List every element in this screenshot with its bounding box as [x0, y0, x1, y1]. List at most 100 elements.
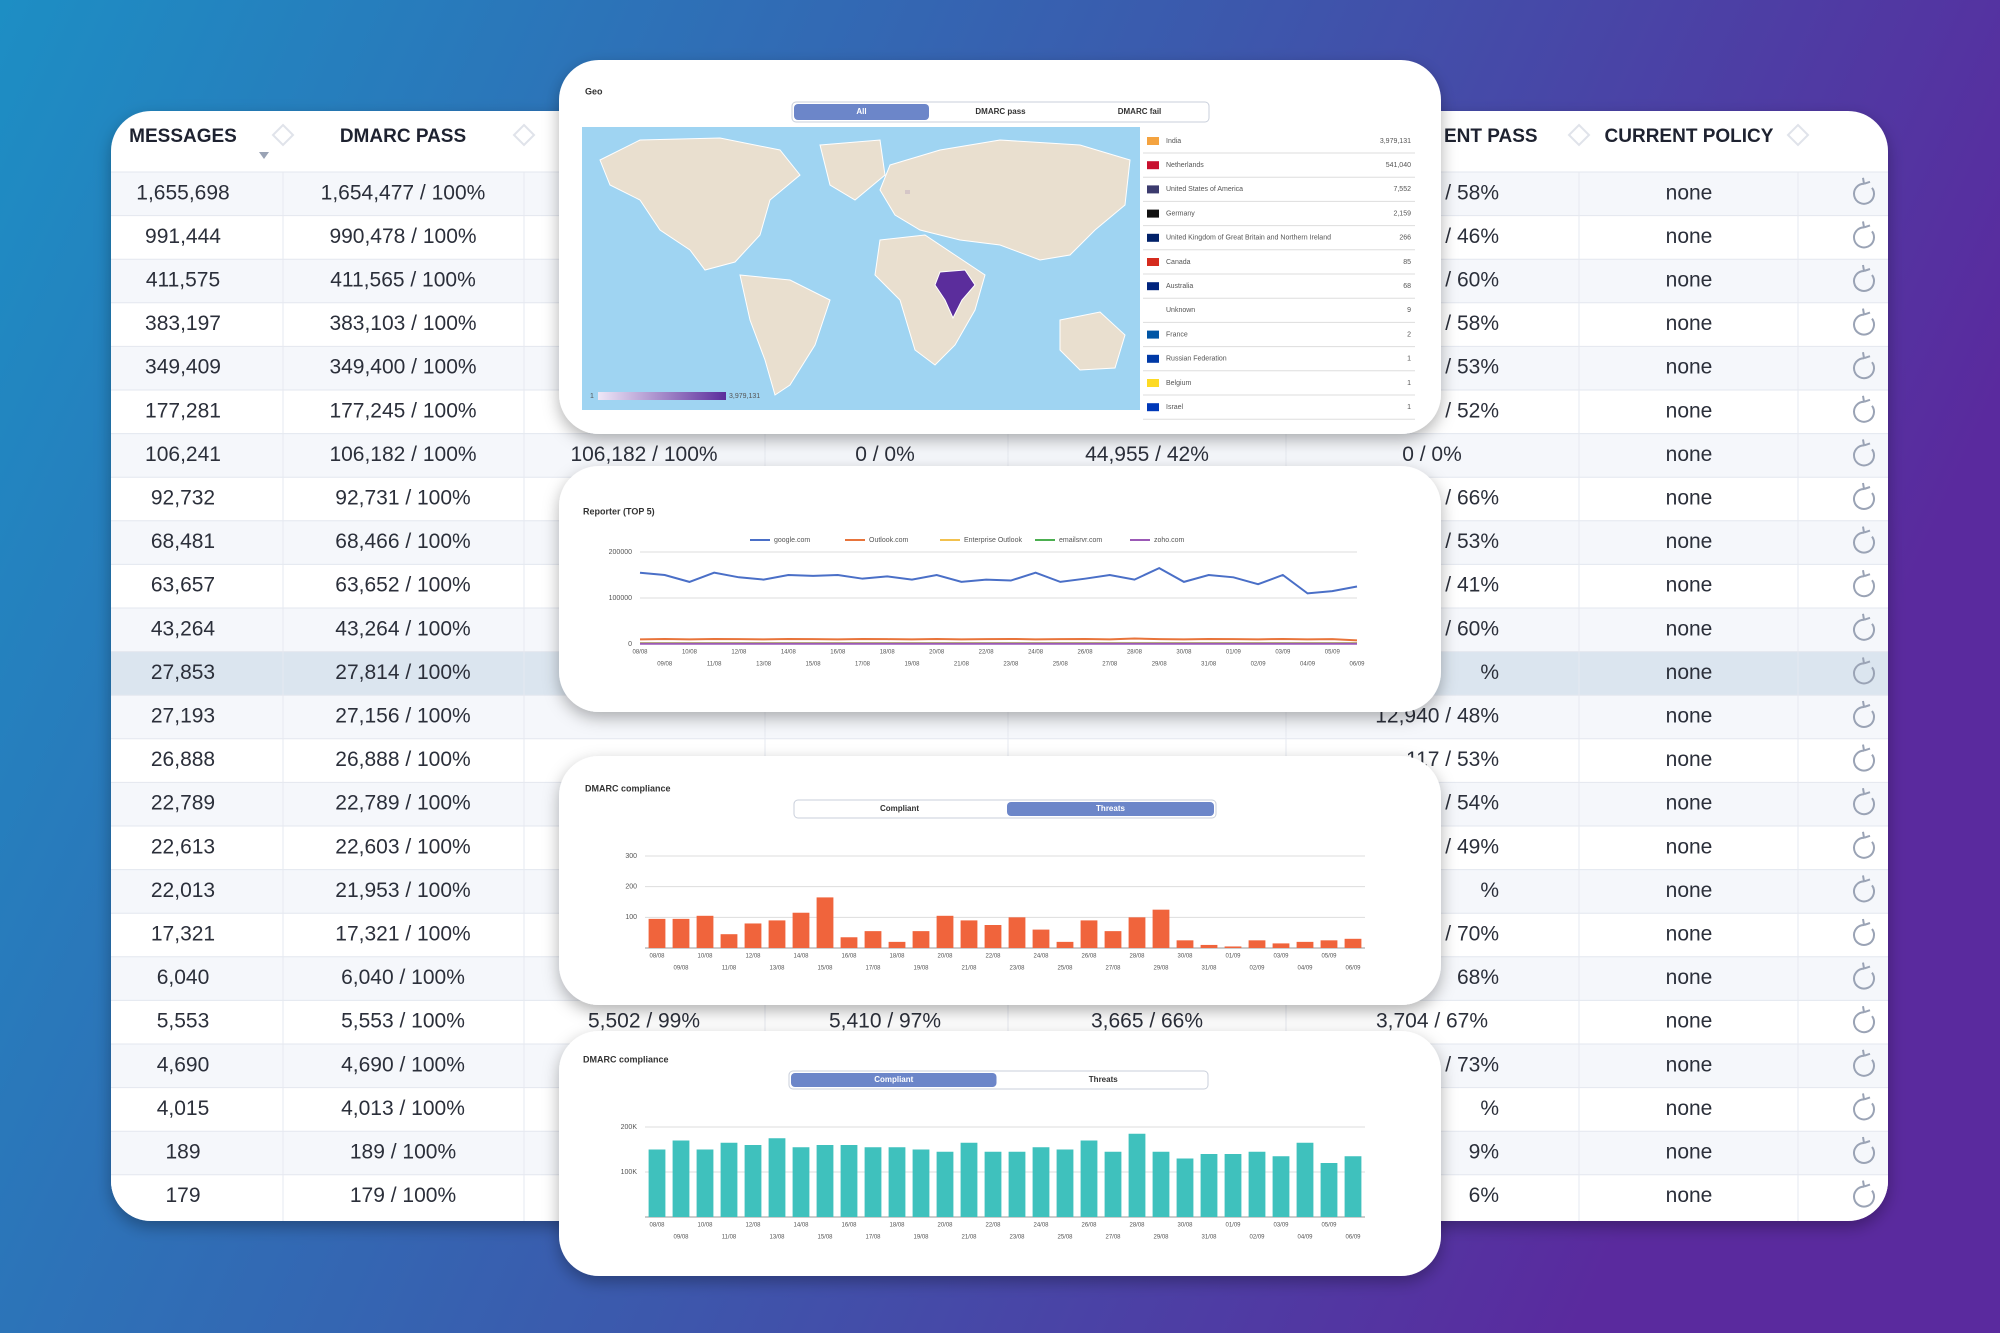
- country-value: 2: [1407, 331, 1411, 338]
- result-cell: 5,502 / 99%: [588, 1010, 700, 1033]
- refresh-button[interactable]: [1853, 875, 1875, 903]
- bar: [1128, 1133, 1146, 1217]
- refresh-button[interactable]: [1853, 613, 1875, 641]
- refresh-button[interactable]: [1853, 831, 1875, 859]
- bar: [1224, 946, 1242, 948]
- refresh-button[interactable]: [1853, 962, 1875, 990]
- messages-cell: 26,888: [151, 748, 215, 771]
- bar: [672, 918, 690, 948]
- country-value: 1: [1407, 356, 1411, 363]
- alignment-cell: / 60%: [1445, 617, 1499, 640]
- refresh-button[interactable]: [1853, 1049, 1875, 1077]
- refresh-button[interactable]: [1853, 308, 1875, 336]
- refresh-button[interactable]: [1853, 570, 1875, 598]
- x-tick-label: 16/08: [841, 1223, 857, 1229]
- x-tick-label: 26/08: [1078, 650, 1094, 656]
- toggle-option[interactable]: Compliant: [880, 804, 919, 813]
- x-tick-label: 06/09: [1349, 662, 1365, 668]
- refresh-button[interactable]: [1853, 177, 1875, 205]
- toggle-option[interactable]: Compliant: [874, 1075, 913, 1084]
- x-tick-label: 16/08: [841, 954, 857, 960]
- column-header[interactable]: ENT PASS: [1444, 126, 1538, 147]
- dmarc-pass-cell: 68,466 / 100%: [335, 530, 470, 553]
- alignment-cell: 68%: [1457, 966, 1499, 989]
- resize-handle: [1567, 123, 1591, 147]
- bar: [1224, 1154, 1242, 1217]
- toggle-option[interactable]: DMARC pass: [975, 107, 1026, 116]
- flag: [1147, 330, 1159, 339]
- refresh-button[interactable]: [1853, 526, 1875, 554]
- messages-cell: 189: [165, 1141, 200, 1164]
- column-header[interactable]: DMARC PASS: [340, 126, 466, 147]
- country-value: 9: [1407, 307, 1411, 314]
- bar: [1344, 1156, 1362, 1217]
- messages-cell: 92,732: [151, 487, 215, 510]
- messages-cell: 6,040: [157, 966, 210, 989]
- column-header[interactable]: CURRENT POLICY: [1605, 126, 1774, 147]
- column-header[interactable]: MESSAGES: [129, 126, 237, 147]
- x-tick-label: 23/08: [1009, 1235, 1025, 1241]
- x-tick-label: 22/08: [985, 954, 1001, 960]
- dmarc-pass-cell: 1,654,477 / 100%: [321, 181, 486, 204]
- refresh-button[interactable]: [1853, 700, 1875, 728]
- refresh-button[interactable]: [1853, 657, 1875, 685]
- x-tick-label: 30/08: [1176, 650, 1192, 656]
- result-cell: 5,410 / 97%: [829, 1010, 941, 1033]
- bar: [1104, 1151, 1122, 1217]
- bar: [840, 1145, 858, 1217]
- alignment-cell: / 70%: [1445, 923, 1499, 946]
- country-value: 541,040: [1386, 162, 1411, 169]
- alignment-cell: %: [1480, 1097, 1499, 1120]
- refresh-button[interactable]: [1853, 264, 1875, 292]
- alignment-cell: %: [1480, 879, 1499, 902]
- refresh-button[interactable]: [1853, 395, 1875, 423]
- x-tick-label: 01/09: [1225, 1223, 1241, 1229]
- messages-cell: 177,281: [145, 399, 221, 422]
- x-tick-label: 05/09: [1321, 954, 1337, 960]
- x-tick-label: 31/08: [1201, 1235, 1217, 1241]
- refresh-button[interactable]: [1853, 1136, 1875, 1164]
- x-tick-label: 04/09: [1297, 966, 1313, 972]
- refresh-button[interactable]: [1853, 221, 1875, 249]
- policy-cell: none: [1666, 399, 1713, 422]
- bar: [1176, 1158, 1194, 1217]
- refresh-button[interactable]: [1853, 918, 1875, 946]
- refresh-button[interactable]: [1853, 744, 1875, 772]
- alignment-cell: / 49%: [1445, 835, 1499, 858]
- toggle-active[interactable]: [1007, 802, 1214, 816]
- refresh-button[interactable]: [1853, 1093, 1875, 1121]
- policy-cell: none: [1666, 748, 1713, 771]
- refresh-button[interactable]: [1853, 352, 1875, 380]
- y-tick-label: 0: [628, 641, 632, 648]
- x-tick-label: 14/08: [793, 1223, 809, 1229]
- alignment-cell: / 53%: [1445, 356, 1499, 379]
- toggle-active[interactable]: [791, 1073, 997, 1087]
- refresh-button[interactable]: [1853, 439, 1875, 467]
- dmarc-pass-cell: 177,245 / 100%: [329, 399, 476, 422]
- x-tick-label: 22/08: [985, 1223, 1001, 1229]
- x-tick-label: 22/08: [979, 650, 995, 656]
- dmarc-pass-cell: 349,400 / 100%: [329, 356, 476, 379]
- bar: [960, 920, 978, 948]
- refresh-button[interactable]: [1853, 1180, 1875, 1208]
- refresh-button[interactable]: [1853, 482, 1875, 510]
- toggle-option[interactable]: Threats: [1089, 1075, 1118, 1084]
- x-tick-label: 14/08: [781, 650, 797, 656]
- policy-cell: none: [1666, 443, 1713, 466]
- x-tick-label: 21/08: [961, 1235, 977, 1241]
- toggle-option[interactable]: All: [856, 107, 866, 116]
- legend-label: emailsrvr.com: [1059, 537, 1102, 544]
- x-tick-label: 20/08: [929, 650, 945, 656]
- x-tick-label: 01/09: [1226, 650, 1242, 656]
- bar: [864, 1147, 882, 1217]
- result-cell: 3,704 / 67%: [1376, 1010, 1488, 1033]
- x-tick-label: 08/08: [649, 954, 665, 960]
- bar: [744, 923, 762, 948]
- toggle-option[interactable]: Threats: [1096, 804, 1125, 813]
- refresh-button[interactable]: [1853, 1006, 1875, 1034]
- toggle-option[interactable]: DMARC fail: [1118, 107, 1162, 116]
- bar: [648, 1149, 666, 1217]
- toggle-active[interactable]: [794, 104, 929, 120]
- refresh-button[interactable]: [1853, 788, 1875, 816]
